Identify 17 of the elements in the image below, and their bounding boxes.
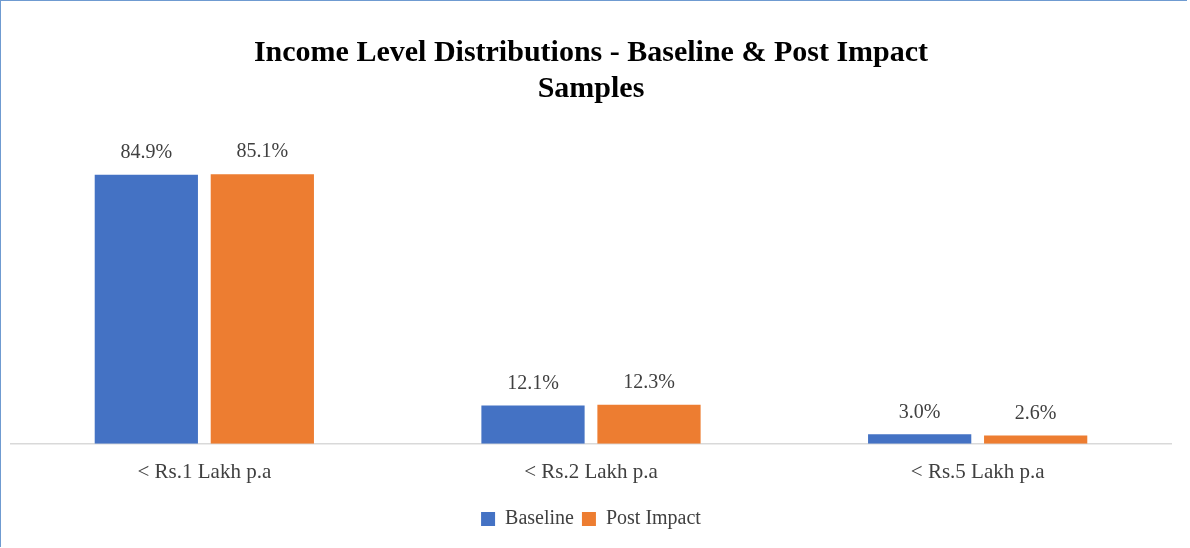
bar xyxy=(868,434,972,444)
data-label: 3.0% xyxy=(898,399,941,422)
bar xyxy=(94,174,198,444)
chart-title: Income Level Distributions - Baseline & Post Impact Samples xyxy=(253,33,929,103)
data-label: 2.6% xyxy=(1014,400,1057,423)
bar xyxy=(481,405,585,444)
x-tick-label: < Rs.5 Lakh p.a xyxy=(910,458,1046,483)
data-label: 12.1% xyxy=(507,370,559,393)
data-label: 12.3% xyxy=(623,370,675,393)
x-tick-label: < Rs.2 Lakh p.a xyxy=(524,458,659,483)
data-label: 84.9% xyxy=(120,140,173,163)
bar xyxy=(597,404,701,444)
x-tick-label: < Rs.1 Lakh p.a xyxy=(137,458,272,483)
bar xyxy=(210,174,314,444)
legend-label: Post Impact xyxy=(605,506,702,530)
legend-label: Baseline xyxy=(505,506,575,529)
data-label: 85.1% xyxy=(236,139,289,162)
